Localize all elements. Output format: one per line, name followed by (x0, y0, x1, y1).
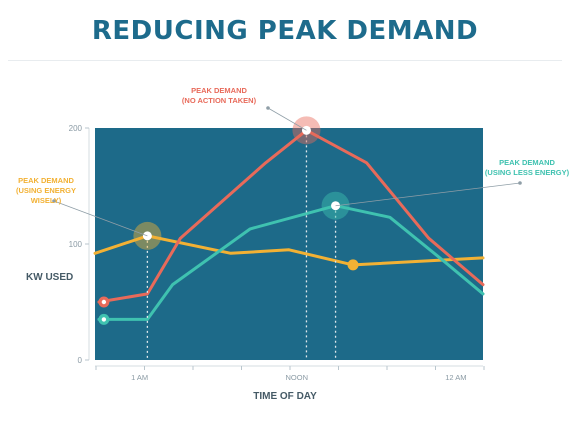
y-axis-label: KW USED (26, 272, 74, 283)
leader-line-less-energy (335, 182, 521, 207)
title-divider (8, 60, 562, 61)
annotation-wisely-line1: PEAK DEMAND (18, 176, 74, 185)
leader-dot-no-action (266, 106, 270, 110)
annotation-less-energy-line2: (USING LESS ENERGY) (484, 168, 570, 177)
x-tick-label-0: 1 AM (131, 373, 148, 382)
y-tick-label-2: 200 (69, 124, 83, 133)
leader-line-wisely (53, 200, 148, 237)
annotation-no-action: PEAK DEMAND (NO ACTION TAKEN) (174, 86, 264, 106)
leader-line-no-action (267, 107, 307, 131)
series-line-less-energy (97, 204, 485, 321)
series-line-no-action (97, 128, 485, 304)
annotation-less-energy-line1: PEAK DEMAND (499, 158, 555, 167)
annotation-wisely: PEAK DEMAND (USING ENERGY WISELY) (0, 176, 92, 206)
start-marker-dot-no-action (101, 299, 107, 305)
annotation-wisely-line2: (USING ENERGY WISELY) (15, 186, 76, 205)
x-tick-label-2: 12 AM (445, 373, 466, 382)
plot-area (95, 128, 483, 360)
leader-dot-less-energy (518, 181, 522, 185)
marker-wisely (347, 259, 359, 271)
annotation-no-action-line2: (NO ACTION TAKEN) (181, 96, 257, 105)
y-tick-label-0: 0 (78, 356, 83, 365)
x-axis-label: TIME OF DAY (253, 391, 317, 402)
leader-dot-wisely (52, 199, 56, 203)
x-tick-label-1: NOON (286, 373, 309, 382)
y-tick-label-1: 100 (69, 240, 83, 249)
start-marker-dot-less-energy (101, 317, 107, 322)
annotation-less-energy: PEAK DEMAND (USING LESS ENERGY) (484, 158, 570, 178)
series-line-wisely (93, 234, 485, 267)
chart-title: REDUCING PEAK DEMAND (91, 16, 479, 46)
annotation-no-action-line1: PEAK DEMAND (191, 86, 247, 95)
